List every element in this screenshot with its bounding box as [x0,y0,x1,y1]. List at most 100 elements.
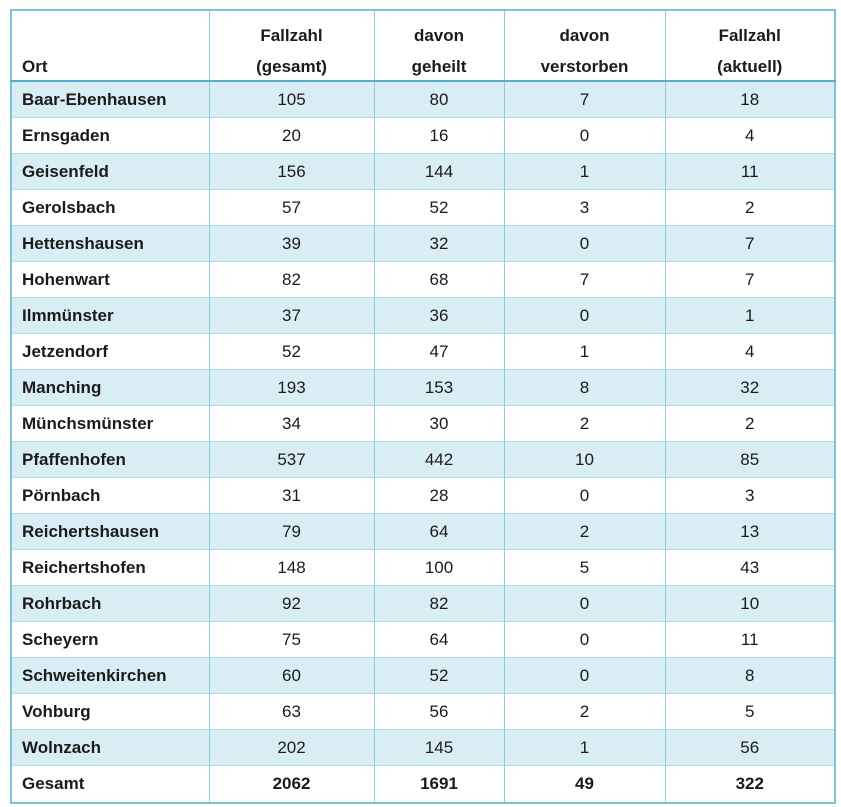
table-row: Rohrbach 92 82 0 10 [11,585,835,622]
ort-cell: Baar-Ebenhausen [22,89,167,109]
aktuell-cell: 85 [664,441,835,478]
total-row: Gesamt 2062 1691 49 322 [11,765,835,803]
column-header-fallzahl-aktuell: Fallzahl (aktuell) [664,10,835,82]
geheilt-cell: 52 [373,657,504,694]
header-line: geheilt [411,57,467,76]
ort-cell: Reichertshausen [11,513,209,550]
ort-cell: Gerolsbach [11,189,209,226]
verstorben-cell: 0 [503,225,665,262]
table-row: Scheyern 75 64 0 11 [11,621,835,658]
gesamt-cell: 202 [208,729,374,766]
gesamt-cell: 92 [208,585,374,622]
ort-cell: Pörnbach [11,477,209,514]
table-row: Pörnbach 31 28 0 3 [11,477,835,514]
verstorben-cell: 1 [503,729,665,766]
gesamt-cell: 105 [208,81,374,118]
geheilt-cell: 16 [373,117,504,154]
aktuell-cell: 7 [664,225,835,262]
verstorben-cell: 10 [503,441,665,478]
verstorben-cell: 1 [503,333,665,370]
aktuell-cell: 2 [664,405,835,442]
table-row: Reichertshausen 79 64 2 13 [11,513,835,550]
gesamt-cell: 79 [208,513,374,550]
ort-cell: Ilmmünster [11,297,209,334]
gesamt-cell: 75 [208,621,374,658]
geheilt-cell: 145 [373,729,504,766]
table-row: Münchsmünster 34 30 2 2 [11,405,835,442]
verstorben-cell: 2 [503,405,665,442]
verstorben-cell: 7 [503,81,665,118]
geheilt-cell: 32 [373,225,504,262]
header-line: davon [559,26,610,45]
aktuell-cell: 8 [664,657,835,694]
column-header-davon-geheilt: davon geheilt [373,10,504,82]
geheilt-cell: 144 [373,153,504,190]
geheilt-cell: 52 [373,189,504,226]
header-line: (gesamt) [256,57,327,76]
geheilt-cell: 64 [373,621,504,658]
gesamt-cell: 20 [208,117,374,154]
total-label-cell: Gesamt [11,765,209,803]
verstorben-cell: 0 [503,585,665,622]
aktuell-cell: 13 [664,513,835,550]
ort-cell: Schweitenkirchen [11,657,209,694]
aktuell-cell: 43 [664,549,835,586]
aktuell-cell: 18 [664,81,835,118]
table-row: Wolnzach 202 145 1 56 [11,729,835,766]
geheilt-cell: 30 [373,405,504,442]
geheilt-cell: 153 [373,369,504,406]
gesamt-cell: 57 [208,189,374,226]
geheilt-cell: 36 [373,297,504,334]
header-line: Fallzahl [260,26,323,45]
column-header-ort: Ort [11,10,209,82]
cases-by-municipality-table: Ort Fallzahl (gesamt) davon geheilt davo… [10,9,836,804]
aktuell-cell: 10 [664,585,835,622]
table-row: Hettenshausen 39 32 0 7 [11,225,835,262]
total-aktuell-cell: 322 [664,765,835,803]
header-line: (aktuell) [717,57,783,76]
gesamt-cell: 82 [208,261,374,298]
verstorben-cell: 5 [503,549,665,586]
ort-cell: Münchsmünster [11,405,209,442]
ort-cell: Scheyern [11,621,209,658]
verstorben-cell: 0 [503,477,665,514]
table-row: Gerolsbach 57 52 3 2 [11,189,835,226]
gesamt-cell: 193 [208,369,374,406]
geheilt-cell: 82 [373,585,504,622]
table-row: Geisenfeld 156 144 1 11 [11,153,835,190]
verstorben-cell: 0 [503,297,665,334]
ort-cell: Jetzendorf [11,333,209,370]
gesamt-cell: 52 [208,333,374,370]
geheilt-cell: 68 [373,261,504,298]
verstorben-cell: 0 [503,621,665,658]
gesamt-cell: 60 [208,657,374,694]
header-line: davon [413,26,465,45]
gesamt-cell: 148 [208,549,374,586]
geheilt-cell: 28 [373,477,504,514]
table-row: Baar-Ebenhausen 105 80 7 18 [11,81,835,118]
header-line: verstorben [540,57,629,76]
cases-table-container: Ort Fallzahl (gesamt) davon geheilt davo… [10,9,836,804]
verstorben-cell: 2 [503,693,665,730]
aktuell-cell: 4 [664,117,835,154]
table-row: Vohburg 63 56 2 5 [11,693,835,730]
total-verstorben-cell: 49 [503,765,665,803]
gesamt-cell: 37 [208,297,374,334]
header-line: Fallzahl [718,26,781,45]
aktuell-cell: 11 [664,621,835,658]
ort-cell: Vohburg [11,693,209,730]
total-geheilt-cell: 1691 [373,765,504,803]
ort-cell: Ernsgaden [11,117,209,154]
verstorben-cell: 0 [503,657,665,694]
aktuell-cell: 56 [664,729,835,766]
header-line [12,11,209,44]
table-row: Ilmmünster 37 36 0 1 [11,297,835,334]
gesamt-cell: 63 [208,693,374,730]
ort-cell: Rohrbach [11,585,209,622]
ort-cell: Hettenshausen [11,225,209,262]
verstorben-cell: 2 [503,513,665,550]
aktuell-cell: 7 [664,261,835,298]
table-row: Ernsgaden 20 16 0 4 [11,117,835,154]
total-gesamt-cell: 2062 [208,765,374,803]
